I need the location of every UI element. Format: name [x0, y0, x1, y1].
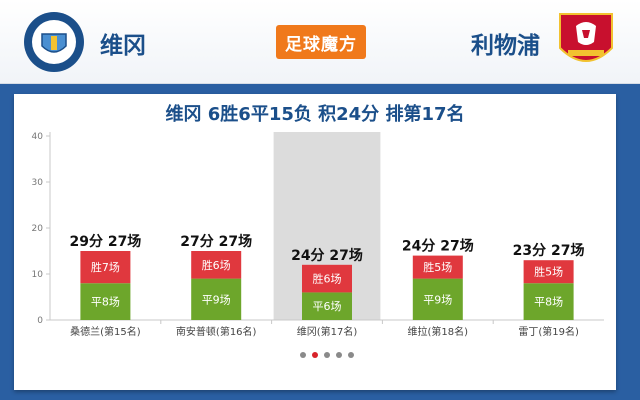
x-category-label: 桑德兰(第15名) — [70, 325, 141, 338]
chart-stage: 维冈 6胜6平15负 积24分 排第17名 0 10 20 30 40 平8场 胜7场 29分… — [0, 84, 640, 400]
bar-draw-label: 平8场 — [534, 295, 563, 309]
away-team-name: 利物浦 — [471, 33, 540, 59]
y-tick-label: 10 — [32, 270, 44, 280]
bar-draw-label: 平8场 — [91, 295, 120, 309]
bar-draw-segment — [191, 278, 242, 320]
pager-dot[interactable] — [336, 352, 342, 358]
chart-card: 维冈 6胜6平15负 积24分 排第17名 0 10 20 30 40 平8场 胜7场 29分… — [14, 94, 616, 390]
bar-draw-label: 平9场 — [423, 292, 452, 306]
bar-draw-segment — [80, 283, 131, 320]
bar-win-segment — [302, 264, 352, 293]
x-category-label: 雷丁(第19名) — [518, 325, 579, 338]
y-tick-label: 30 — [32, 178, 44, 188]
y-tick-label: 20 — [32, 224, 44, 234]
pager-dot[interactable] — [300, 352, 306, 358]
pager-dot[interactable] — [324, 352, 330, 358]
x-category-label: 南安普顿(第16名) — [176, 325, 257, 338]
wigan-athletic-crest-icon — [24, 12, 84, 72]
bar-win-label: 胜7场 — [91, 260, 120, 274]
bar-total-label: 24分 27场 — [402, 239, 474, 255]
bar-win-label: 胜6场 — [202, 258, 231, 272]
pager-dots — [300, 352, 354, 362]
bar-total-label: 27分 27场 — [180, 234, 252, 250]
bar-win-segment — [523, 260, 574, 284]
bar-total-label: 23分 27场 — [513, 243, 585, 259]
pager-dot[interactable] — [348, 352, 354, 358]
pager-dot[interactable] — [312, 352, 318, 358]
y-tick-label: 0 — [37, 316, 43, 326]
home-team-name: 维冈 — [100, 33, 146, 59]
bar-win-segment — [191, 251, 242, 279]
y-tick-label: 40 — [32, 132, 44, 142]
liverpool-fc-crest-icon — [559, 13, 613, 62]
bar-total-label: 24分 27场 — [291, 248, 363, 264]
bar-draw-label: 平6场 — [313, 299, 342, 313]
bar-draw-label: 平9场 — [202, 292, 231, 306]
bar-draw-segment — [302, 292, 352, 320]
bar-draw-segment — [412, 278, 463, 320]
bar-win-label: 胜5场 — [423, 260, 452, 274]
bar-draw-segment — [523, 283, 574, 320]
bar-win-label: 胜6场 — [313, 272, 342, 286]
bar-win-segment — [80, 251, 131, 284]
brand-logo: 足球魔方 — [276, 25, 366, 59]
bar-win-segment — [412, 255, 463, 279]
x-category-label: 维冈(第17名) — [297, 325, 358, 338]
chart-title: 维冈 6胜6平15负 积24分 排第17名 — [165, 104, 465, 125]
bar-win-label: 胜5场 — [534, 265, 563, 279]
match-header: 维冈 足球魔方 利物浦 — [0, 0, 640, 84]
bar-total-label: 29分 27场 — [69, 234, 141, 250]
x-category-label: 维拉(第18名) — [408, 325, 469, 338]
